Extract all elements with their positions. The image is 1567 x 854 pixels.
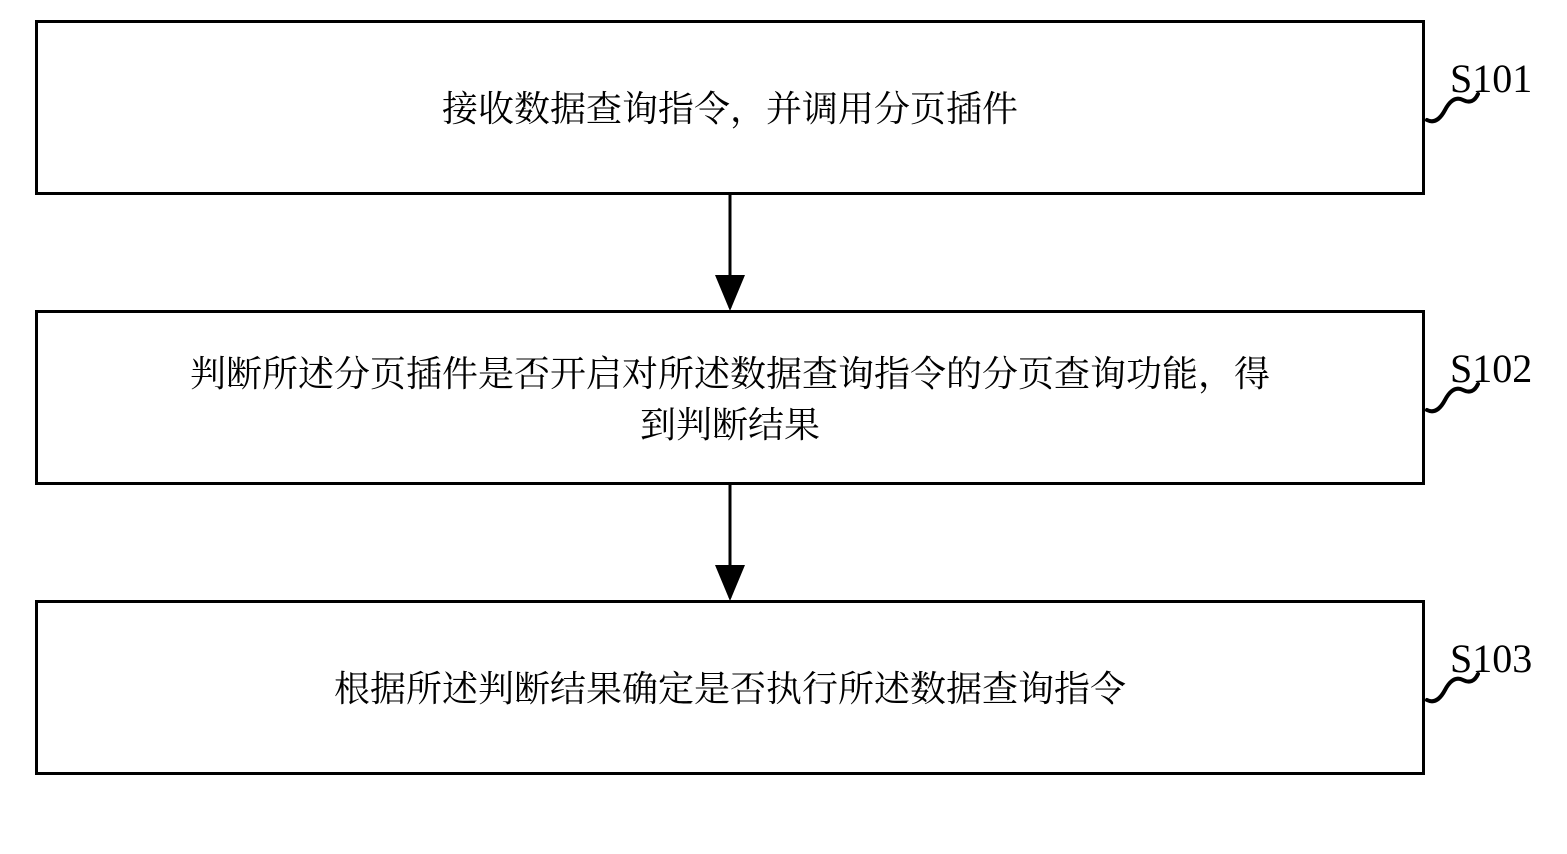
flow-step-box-s102: 判断所述分页插件是否开启对所述数据查询指令的分页查询功能，得 到判断结果 (35, 310, 1425, 485)
flow-step-text: 根据所述判断结果确定是否执行所述数据查询指令 (334, 662, 1126, 712)
flow-step-text: 接收数据查询指令，并调用分页插件 (442, 82, 1018, 132)
flow-step-text: 判断所述分页插件是否开启对所述数据查询指令的分页查询功能，得 到判断结果 (190, 347, 1270, 448)
squiggle-icon (1425, 670, 1480, 705)
flow-step-box-s103: 根据所述判断结果确定是否执行所述数据查询指令 (35, 600, 1425, 775)
squiggle-icon (1425, 90, 1480, 125)
flow-step-box-s101: 接收数据查询指令，并调用分页插件 (35, 20, 1425, 195)
squiggle-icon (1425, 380, 1480, 415)
